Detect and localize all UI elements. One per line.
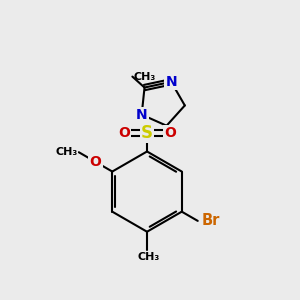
- Text: CH₃: CH₃: [137, 252, 160, 262]
- Text: CH₃: CH₃: [134, 72, 156, 82]
- Text: Br: Br: [201, 213, 220, 228]
- Text: N: N: [165, 75, 177, 89]
- Text: O: O: [90, 155, 101, 169]
- Text: O: O: [164, 126, 176, 140]
- Text: N: N: [136, 108, 148, 122]
- Text: S: S: [141, 124, 153, 142]
- Text: O: O: [118, 126, 130, 140]
- Text: CH₃: CH₃: [55, 147, 77, 157]
